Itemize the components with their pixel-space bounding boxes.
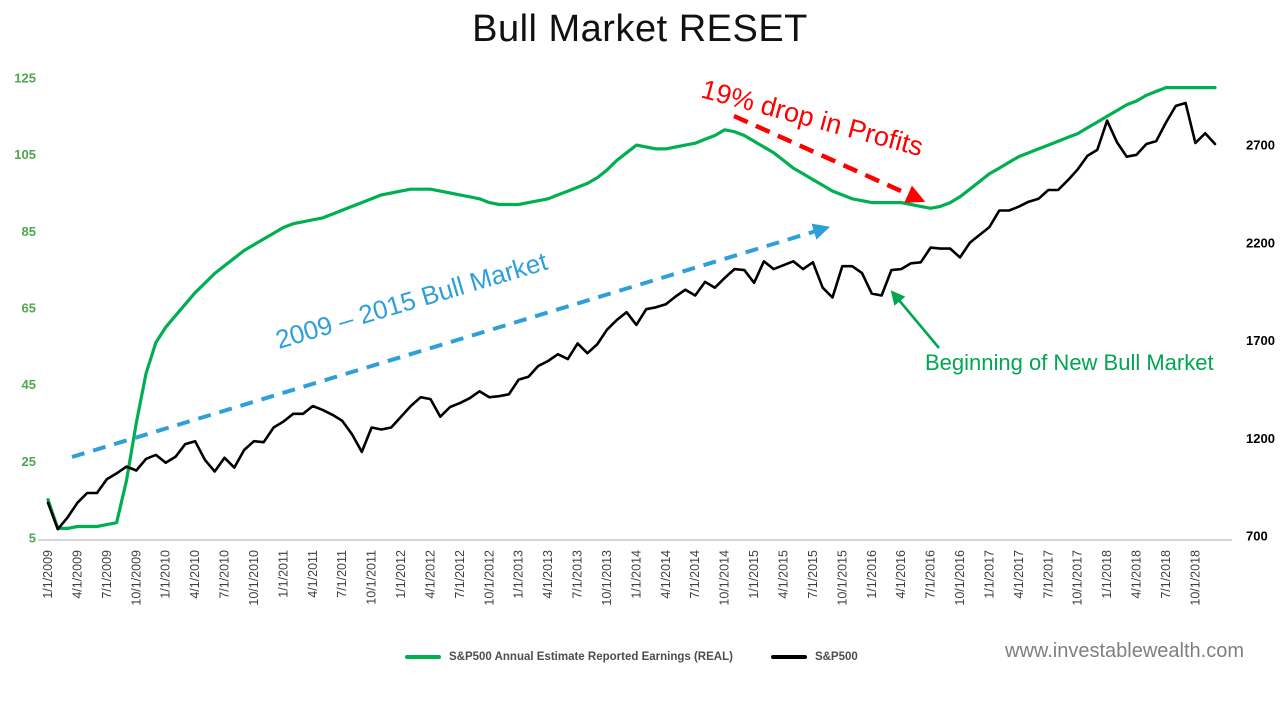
new-bull-market-arrow — [890, 290, 940, 349]
svg-text:1/1/2011: 1/1/2011 — [276, 550, 290, 598]
svg-text:7/1/2010: 7/1/2010 — [218, 550, 232, 599]
svg-text:10/1/2011: 10/1/2011 — [365, 550, 379, 605]
svg-text:4/1/2015: 4/1/2015 — [777, 550, 791, 599]
chart-legend: S&P500 Annual Estimate Reported Earnings… — [405, 651, 858, 663]
svg-text:1/1/2012: 1/1/2012 — [394, 550, 408, 599]
svg-text:7/1/2018: 7/1/2018 — [1159, 550, 1173, 599]
svg-text:25: 25 — [22, 454, 36, 469]
earnings-legend-swatch — [405, 655, 441, 659]
earnings-line-series — [46, 85, 1217, 531]
watermark: www.investablewealth.com — [1005, 640, 1244, 662]
svg-text:7/1/2015: 7/1/2015 — [806, 550, 820, 599]
svg-text:10/1/2016: 10/1/2016 — [953, 550, 967, 606]
svg-text:5: 5 — [29, 531, 36, 546]
svg-text:65: 65 — [22, 301, 36, 316]
profit-drop-dashed-arrow — [733, 113, 926, 203]
svg-text:1/1/2013: 1/1/2013 — [512, 550, 526, 599]
svg-text:1/1/2009: 1/1/2009 — [41, 550, 55, 599]
svg-text:4/1/2011: 4/1/2011 — [306, 550, 320, 598]
svg-text:10/1/2018: 10/1/2018 — [1188, 550, 1202, 606]
svg-text:10/1/2009: 10/1/2009 — [129, 550, 143, 606]
svg-text:105: 105 — [14, 147, 36, 162]
svg-text:4/1/2010: 4/1/2010 — [188, 550, 202, 599]
right-axis-tick-labels: 2700 2200 1700 1200 700 — [1246, 138, 1275, 544]
svg-text:4/1/2012: 4/1/2012 — [424, 550, 438, 599]
svg-text:1/1/2014: 1/1/2014 — [629, 550, 643, 599]
page-title: Bull Market RESET — [472, 8, 808, 50]
svg-text:1/1/2017: 1/1/2017 — [982, 550, 996, 599]
svg-text:1/1/2010: 1/1/2010 — [159, 550, 173, 599]
svg-text:4/1/2013: 4/1/2013 — [541, 550, 555, 599]
svg-text:125: 125 — [14, 71, 36, 86]
svg-text:1/1/2018: 1/1/2018 — [1100, 550, 1114, 599]
svg-text:700: 700 — [1246, 529, 1268, 544]
sp500-legend-swatch — [770, 655, 807, 659]
left-axis-tick-labels: 125 105 85 65 45 25 5 — [14, 71, 36, 546]
svg-text:7/1/2017: 7/1/2017 — [1041, 550, 1055, 599]
svg-text:7/1/2013: 7/1/2013 — [571, 550, 585, 599]
svg-text:2700: 2700 — [1246, 138, 1275, 153]
svg-text:7/1/2016: 7/1/2016 — [924, 550, 938, 599]
svg-text:7/1/2014: 7/1/2014 — [688, 550, 702, 599]
svg-text:1/1/2016: 1/1/2016 — [865, 550, 879, 599]
svg-text:10/1/2010: 10/1/2010 — [247, 550, 261, 606]
svg-text:7/1/2009: 7/1/2009 — [100, 550, 114, 599]
svg-text:85: 85 — [22, 224, 36, 239]
svg-text:10/1/2014: 10/1/2014 — [718, 550, 732, 606]
x-axis-tick-labels: 1/1/2009 4/1/2009 7/1/2009 10/1/2009 1/1/201… — [41, 550, 1202, 606]
svg-text:1200: 1200 — [1246, 431, 1275, 446]
svg-text:1/1/2015: 1/1/2015 — [747, 550, 761, 599]
svg-text:7/1/2012: 7/1/2012 — [453, 550, 467, 599]
svg-text:10/1/2017: 10/1/2017 — [1071, 550, 1085, 606]
earnings-legend-label: S&P500 Annual Estimate Reported Earnings… — [449, 651, 733, 663]
svg-text:10/1/2013: 10/1/2013 — [600, 550, 614, 606]
svg-text:4/1/2014: 4/1/2014 — [659, 550, 673, 599]
svg-text:10/1/2012: 10/1/2012 — [482, 550, 496, 606]
svg-text:4/1/2018: 4/1/2018 — [1130, 550, 1144, 599]
sp500-legend-label: S&P500 — [814, 651, 858, 663]
svg-text:45: 45 — [22, 377, 36, 392]
svg-text:4/1/2009: 4/1/2009 — [70, 550, 84, 599]
svg-text:10/1/2015: 10/1/2015 — [835, 550, 849, 606]
svg-text:4/1/2017: 4/1/2017 — [1012, 550, 1026, 599]
annotation-new-bull-market: Beginning of New Bull Market — [925, 350, 1214, 375]
svg-text:4/1/2016: 4/1/2016 — [894, 550, 908, 599]
svg-text:1700: 1700 — [1246, 333, 1275, 348]
sp500-line-series — [46, 101, 1217, 531]
svg-text:7/1/2011: 7/1/2011 — [335, 550, 349, 598]
bull-market-dashed-arrow — [71, 223, 831, 459]
svg-text:2200: 2200 — [1246, 235, 1275, 250]
